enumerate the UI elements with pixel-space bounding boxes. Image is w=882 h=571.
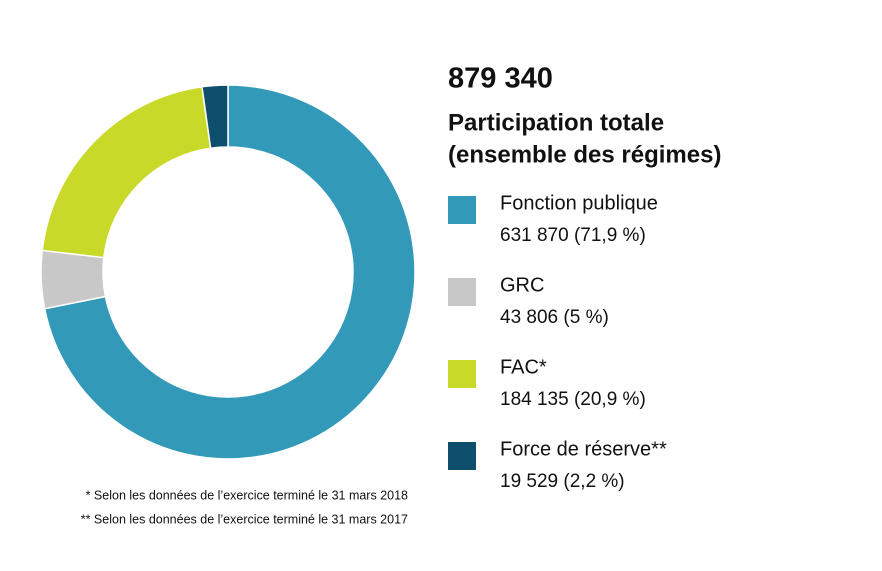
legend-label: Fonction publique bbox=[500, 192, 658, 214]
value-label: 631 870 (71,9 %) bbox=[500, 225, 646, 246]
legend-swatch bbox=[448, 196, 476, 224]
donut-segment bbox=[41, 85, 212, 259]
total: 879 340 bbox=[448, 63, 553, 95]
value-label: 19 529 (2,2 %) bbox=[500, 471, 625, 492]
value-label: 184 135 (20,9 %) bbox=[500, 389, 646, 410]
legend-label: FAC* bbox=[500, 356, 547, 378]
legend-label: Force de réserve** bbox=[500, 438, 667, 460]
legend-swatch bbox=[448, 442, 476, 470]
chart-title: (ensemble des régimes) bbox=[448, 141, 721, 168]
value-label: 43 806 (5 %) bbox=[500, 307, 609, 328]
footnote: * Selon les données de l’exercice termin… bbox=[86, 488, 408, 502]
donut-segment bbox=[43, 84, 416, 460]
footnote: ** Selon les données de l’exercice termi… bbox=[81, 512, 408, 526]
legend-label: GRC bbox=[500, 274, 544, 296]
donut-segment bbox=[201, 84, 229, 150]
legend-swatch bbox=[448, 360, 476, 388]
legend-swatch bbox=[448, 278, 476, 306]
chart-title: Participation totale bbox=[448, 109, 664, 136]
